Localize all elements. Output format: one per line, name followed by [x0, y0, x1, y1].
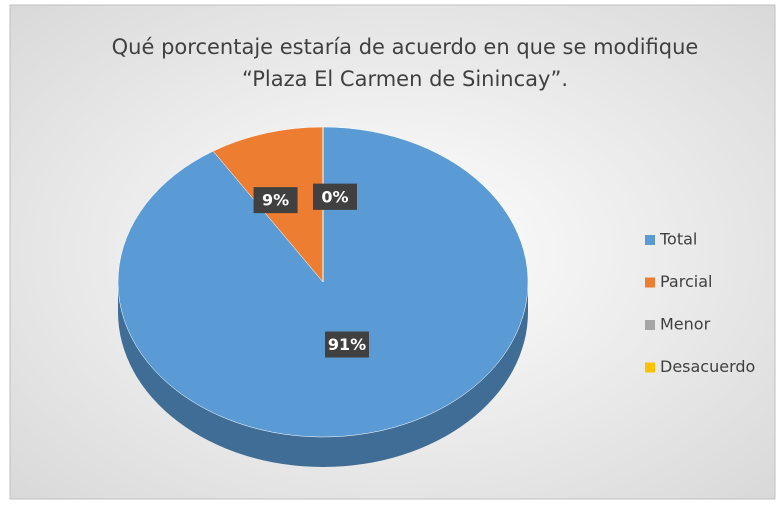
data-label-text: 0% [321, 187, 348, 206]
data-label-text: 9% [262, 191, 289, 210]
legend-label: Desacuerdo [660, 357, 755, 376]
data-label-box [325, 331, 370, 358]
legend-swatch [645, 362, 655, 373]
data-label-box [313, 183, 357, 210]
data-label: 0% [313, 183, 357, 210]
chart-title: “Plaza El Carmen de Sinincay”. [242, 67, 568, 91]
data-label-text: 91% [328, 335, 366, 354]
legend-swatch [645, 320, 655, 330]
legend-label: Total [659, 230, 697, 249]
legend-label: Parcial [660, 272, 712, 291]
legend-swatch [645, 235, 655, 245]
data-label-box [253, 187, 298, 214]
legend-swatch [645, 277, 655, 288]
pie-side [118, 282, 528, 467]
data-label: 9% [253, 187, 298, 214]
data-label: 91% [325, 331, 370, 358]
legend-label: Menor [660, 315, 711, 334]
chart-title: Qué porcentaje estaría de acuerdo en que… [112, 35, 699, 59]
